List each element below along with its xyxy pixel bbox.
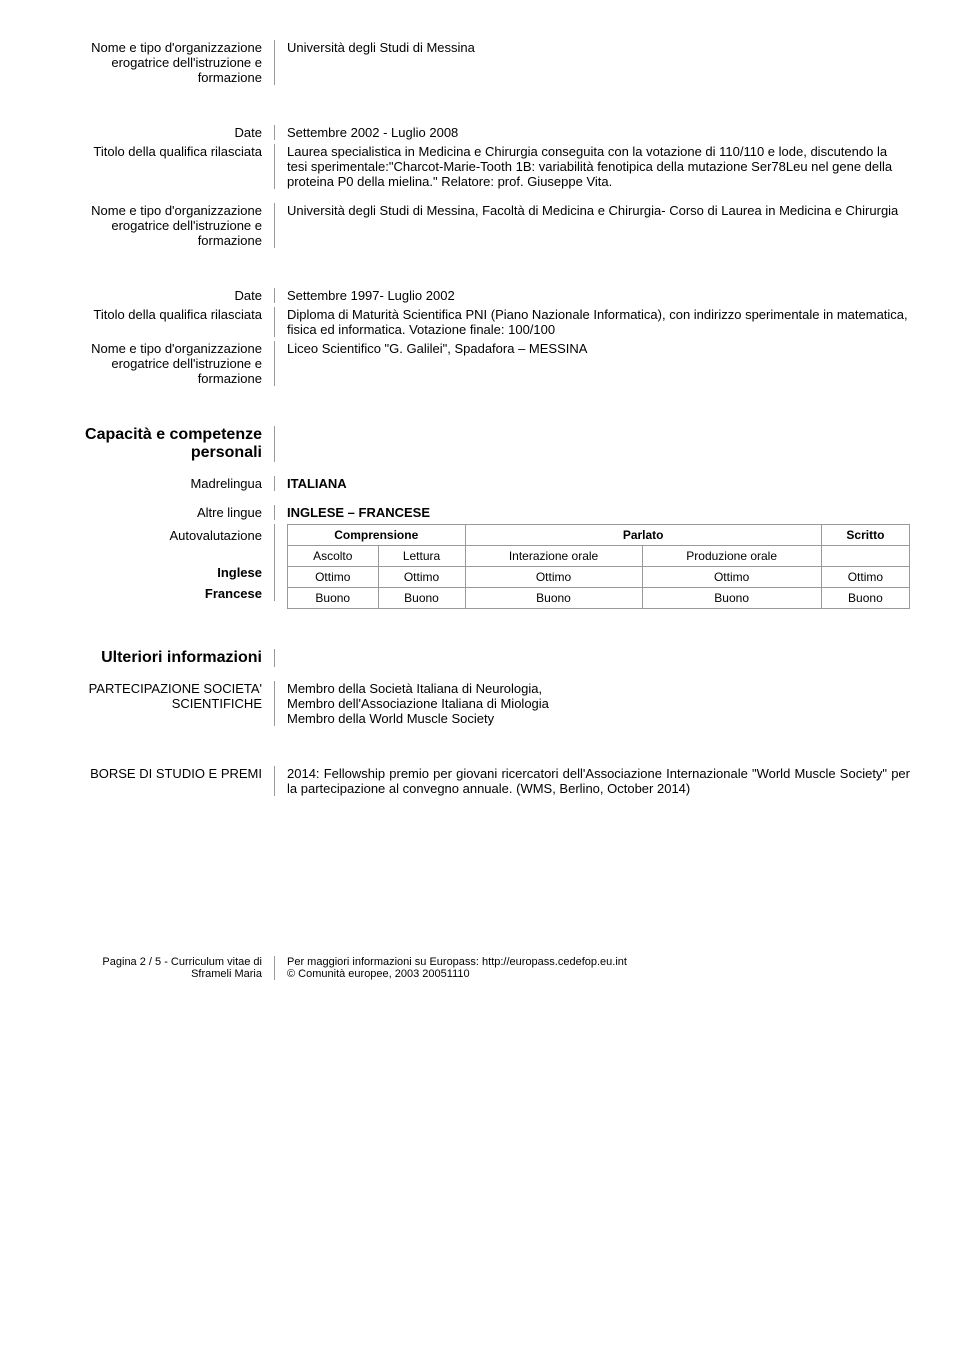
lang-cell: Ottimo [642,567,821,588]
edu2-org-value: Università degli Studi di Messina, Facol… [275,203,910,248]
edu3-org-label: Nome e tipo d'organizzazione erogatrice … [50,341,275,386]
edu3-title-label: Titolo della qualifica rilasciata [50,307,275,337]
lang-cell: Ottimo [465,567,642,588]
col-reading: Lettura [378,546,465,567]
lang-cell: Buono [821,588,909,609]
lang-cell: Buono [378,588,465,609]
societies-label: PARTECIPAZIONE SOCIETA' SCIENTIFICHE [50,681,275,726]
awards-row: BORSE DI STUDIO E PREMI 2014: Fellowship… [50,766,910,796]
lang-cell: Buono [465,588,642,609]
selfeval-label: Autovalutazione [50,528,262,543]
edu2-title-row: Titolo della qualifica rilasciata Laurea… [50,144,910,189]
footer-left-2: Sframeli Maria [50,968,262,980]
edu3-title-value: Diploma di Maturità Scientifica PNI (Pia… [275,307,910,337]
edu3-date-label: Date [50,288,275,303]
edu2-date-label: Date [50,125,275,140]
lang-row-1-label: Francese [50,586,262,601]
other-languages-label: Altre lingue [50,505,275,520]
lang-row-1: Buono Buono Buono Buono Buono [288,588,910,609]
lang-cell: Buono [642,588,821,609]
col-spoken: Parlato [465,525,821,546]
footer-left-1: Pagina 2 / 5 - Curriculum vitae di [50,956,262,968]
further-heading-row: Ulteriori informazioni [50,649,910,667]
societies-value: Membro della Società Italiana di Neurolo… [275,681,910,726]
language-table: Comprensione Parlato Scritto Ascolto Let… [287,524,910,609]
lang-row-0: Ottimo Ottimo Ottimo Ottimo Ottimo [288,567,910,588]
skills-heading-row: Capacità e competenze personali [50,426,910,462]
edu2-date-row: Date Settembre 2002 - Luglio 2008 [50,125,910,140]
mother-tongue-row: Madrelingua ITALIANA [50,476,910,491]
mother-tongue-value: ITALIANA [275,476,910,491]
footer-right-1: Per maggiori informazioni su Europass: h… [287,956,910,968]
footer-right-2: © Comunità europee, 2003 20051110 [287,968,910,980]
edu1-org-row: Nome e tipo d'organizzazione erogatrice … [50,40,910,85]
edu2-title-value: Laurea specialistica in Medicina e Chiru… [275,144,910,189]
edu2-date-value: Settembre 2002 - Luglio 2008 [275,125,910,140]
mother-tongue-label: Madrelingua [50,476,275,491]
edu2-title-label: Titolo della qualifica rilasciata [50,144,275,189]
society-line: Membro dell'Associazione Italiana di Mio… [287,696,910,711]
edu3-date-value: Settembre 1997- Luglio 2002 [275,288,910,303]
col-written: Scritto [821,525,909,546]
col-comprehension: Comprensione [288,525,466,546]
other-languages-value: INGLESE – FRANCESE [275,505,910,520]
col-interaction: Interazione orale [465,546,642,567]
awards-label: BORSE DI STUDIO E PREMI [50,766,275,796]
awards-value: 2014: Fellowship premio per giovani rice… [275,766,910,796]
lang-row-0-label: Inglese [50,565,262,580]
edu3-title-row: Titolo della qualifica rilasciata Diplom… [50,307,910,337]
lang-header-row-1: Comprensione Parlato Scritto [288,525,910,546]
edu2-org-label: Nome e tipo d'organizzazione erogatrice … [50,203,275,248]
edu3-org-row: Nome e tipo d'organizzazione erogatrice … [50,341,910,386]
society-line: Membro della Società Italiana di Neurolo… [287,681,910,696]
language-table-row: Autovalutazione Inglese Francese Compren… [50,524,910,609]
page-footer: Pagina 2 / 5 - Curriculum vitae di Sfram… [50,956,910,980]
societies-row: PARTECIPAZIONE SOCIETA' SCIENTIFICHE Mem… [50,681,910,726]
lang-cell: Ottimo [378,567,465,588]
edu3-date-row: Date Settembre 1997- Luglio 2002 [50,288,910,303]
other-languages-row: Altre lingue INGLESE – FRANCESE [50,505,910,520]
lang-header-row-2: Ascolto Lettura Interazione orale Produz… [288,546,910,567]
col-listening: Ascolto [288,546,379,567]
edu3-org-value: Liceo Scientifico "G. Galilei", Spadafor… [275,341,910,386]
skills-heading: Capacità e competenze personali [50,426,275,462]
lang-cell: Ottimo [821,567,909,588]
edu2-org-row: Nome e tipo d'organizzazione erogatrice … [50,203,910,248]
lang-cell: Ottimo [288,567,379,588]
lang-cell: Buono [288,588,379,609]
edu1-org-label: Nome e tipo d'organizzazione erogatrice … [50,40,275,85]
edu1-org-value: Università degli Studi di Messina [275,40,910,85]
further-heading: Ulteriori informazioni [50,649,275,667]
col-production: Produzione orale [642,546,821,567]
society-line: Membro della World Muscle Society [287,711,910,726]
